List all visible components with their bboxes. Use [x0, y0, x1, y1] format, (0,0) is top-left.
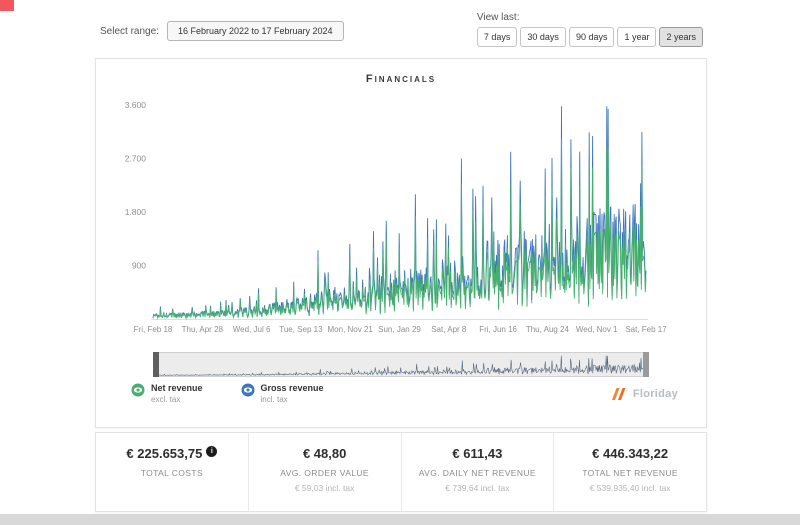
stats-row: € 225.653,75 i TOTAL COSTS € 48,80 AVG. ORDE… — [95, 432, 707, 512]
svg-text:Sun, Jan 29: Sun, Jan 29 — [378, 325, 421, 334]
stat-sub: € 539.935,40 incl. tax — [589, 483, 671, 493]
select-range-label: Select range: — [100, 25, 159, 37]
svg-text:Sat, Apr 8: Sat, Apr 8 — [431, 325, 467, 334]
view-last-button-7-days[interactable]: 7 days — [476, 27, 518, 47]
stat-label: TOTAL COSTS — [140, 468, 204, 478]
view-last-button-30-days[interactable]: 30 days — [520, 27, 566, 47]
svg-text:900: 900 — [132, 261, 146, 271]
stat-label: TOTAL NET REVENUE — [582, 468, 678, 478]
svg-text:Wed, Nov 1: Wed, Nov 1 — [576, 325, 618, 334]
stat-sub: € 739,64 incl. tax — [445, 483, 510, 493]
view-last-button-90-days[interactable]: 90 days — [568, 27, 615, 47]
vendor-logo: Floriday — [611, 387, 678, 401]
view-last-label: View last: — [476, 12, 520, 23]
date-range-button[interactable]: 16 February 2022 to 17 February 2024 — [166, 21, 344, 41]
legend-series-sub: excl. tax — [151, 395, 181, 404]
svg-text:1.800: 1.800 — [125, 207, 147, 217]
eye-icon — [241, 383, 255, 397]
financials-chart: 3.600 2.700 1.800 900 Fri, Feb 18 Thu, Apr 28… — [125, 100, 668, 334]
svg-text:Fri, Feb 18: Fri, Feb 18 — [134, 325, 173, 334]
footer-strip — [0, 514, 800, 525]
svg-text:Tue, Sep 13: Tue, Sep 13 — [279, 325, 323, 334]
svg-text:3.600: 3.600 — [125, 100, 147, 110]
stat-card-total-net-revenue: € 446.343,22 TOTAL NET REVENUE € 539.935,4… — [553, 433, 706, 511]
view-last-control: View last: 7 days 30 days 90 days 1 year 2 y… — [476, 12, 703, 47]
recording-indicator — [0, 0, 14, 11]
stat-value: € 611,43 — [452, 446, 503, 461]
view-last-button-1-year[interactable]: 1 year — [617, 27, 657, 47]
stat-value: € 446.343,22 — [592, 446, 669, 461]
svg-text:Wed, Jul 6: Wed, Jul 6 — [233, 325, 271, 334]
svg-text:Thu, Aug 24: Thu, Aug 24 — [526, 325, 570, 334]
date-range-control: Select range: 16 February 2022 to 17 Feb… — [100, 21, 344, 41]
stat-card-avg-daily-net-revenue: € 611,43 AVG. DAILY NET REVENUE € 739,64 i… — [400, 433, 554, 511]
vendor-logo-text: Floriday — [632, 388, 678, 400]
svg-text:Thu, Apr 28: Thu, Apr 28 — [182, 325, 224, 334]
stat-label: AVG. ORDER VALUE — [280, 468, 369, 478]
legend-series-name: Net revenue — [151, 383, 203, 393]
view-last-button-2-years[interactable]: 2 years — [659, 27, 703, 47]
stat-label: AVG. DAILY NET REVENUE — [418, 468, 537, 478]
info-icon[interactable]: i — [206, 446, 218, 457]
svg-text:Sat, Feb 17: Sat, Feb 17 — [625, 325, 667, 334]
stat-value: € 225.653,75 i — [96, 446, 248, 461]
stat-value: € 48,80 — [302, 446, 347, 461]
legend-item-gross-revenue[interactable]: Gross revenue incl. tax — [241, 383, 324, 404]
chart-card: Financials 3.600 2.700 1.800 900 Fri, Feb 18… — [95, 58, 707, 428]
eye-icon — [131, 383, 145, 397]
view-last-button-group: 7 days 30 days 90 days 1 year 2 years — [476, 27, 703, 47]
legend-item-net-revenue[interactable]: Net revenue excl. tax — [131, 383, 203, 404]
stat-card-avg-order-value: € 48,80 AVG. ORDER VALUE € 59,03 incl. tax — [247, 433, 401, 511]
legend-series-sub: incl. tax — [260, 395, 288, 404]
chart-legend: Net revenue excl. tax Gross revenue incl. t… — [131, 383, 324, 404]
svg-text:Fri, Jun 16: Fri, Jun 16 — [479, 325, 517, 334]
legend-series-name: Gross revenue — [260, 383, 324, 393]
chart-range-brush[interactable] — [153, 352, 649, 377]
svg-text:Mon, Nov 21: Mon, Nov 21 — [328, 325, 374, 334]
stat-card-total-costs: € 225.653,75 i TOTAL COSTS — [96, 433, 248, 511]
svg-text:2.700: 2.700 — [125, 154, 147, 164]
vendor-logo-icon — [611, 388, 626, 400]
stat-sub: € 59,03 incl. tax — [294, 483, 355, 493]
chart-title: Financials — [365, 73, 437, 85]
